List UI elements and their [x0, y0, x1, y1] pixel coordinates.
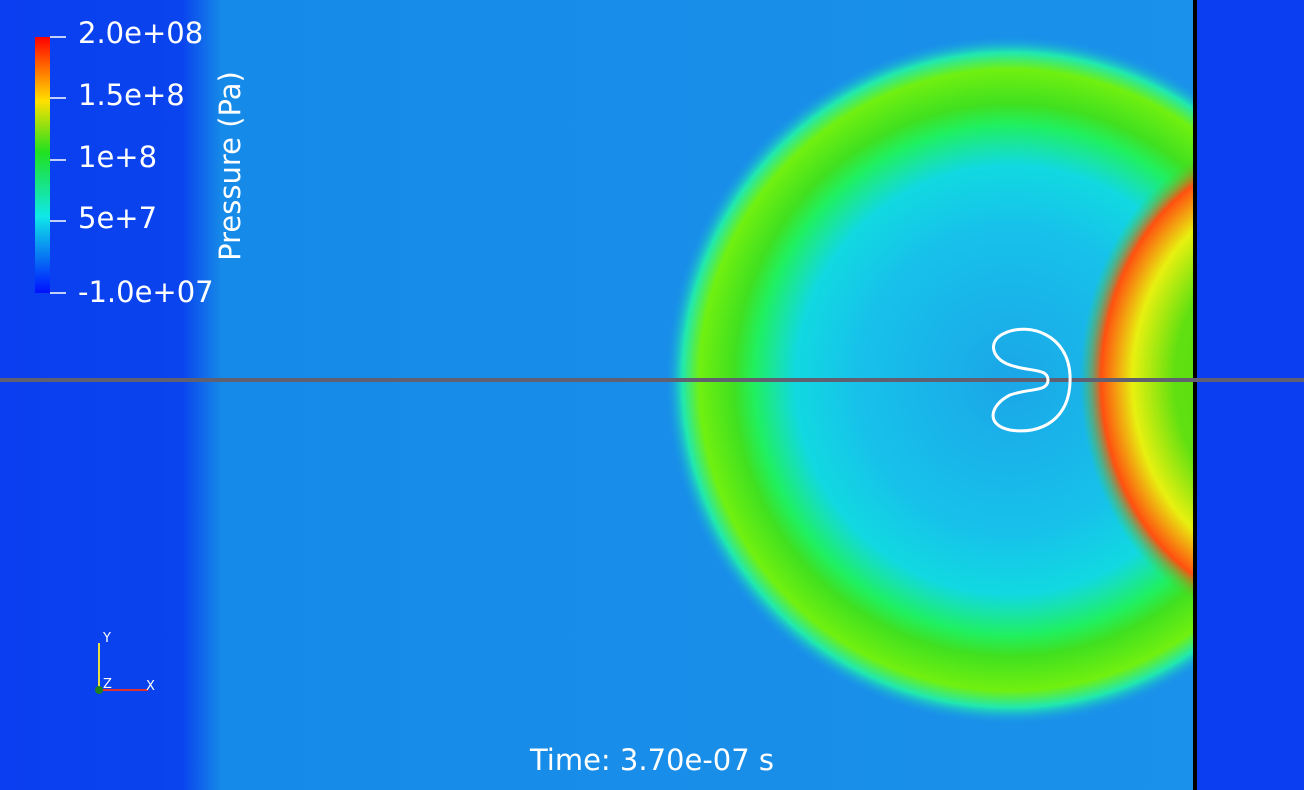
colorbar — [35, 37, 50, 293]
axis-label: Z — [103, 677, 112, 692]
axis-label: X — [146, 679, 155, 694]
colorbar-label: 1e+8 — [78, 140, 157, 174]
axis-label: Y — [102, 631, 111, 646]
bubble-outline — [991, 327, 1072, 433]
symmetry-line — [0, 378, 1304, 382]
wall-line — [1193, 0, 1197, 790]
colorbar-label: 1.5e+8 — [78, 78, 185, 112]
z-axis — [95, 686, 103, 694]
time-label: Time: 3.70e-07 s — [529, 743, 774, 777]
colorbar-title: Pressure (Pa) — [213, 71, 247, 261]
colorbar-label: -1.0e+07 — [78, 275, 214, 309]
colorbar-label: 2.0e+08 — [78, 16, 203, 50]
orientation-axes: Y Z X — [95, 631, 155, 694]
wall-region — [1197, 0, 1304, 790]
colorbar-ticks — [50, 36, 66, 294]
colorbar-label: 5e+7 — [78, 201, 157, 235]
